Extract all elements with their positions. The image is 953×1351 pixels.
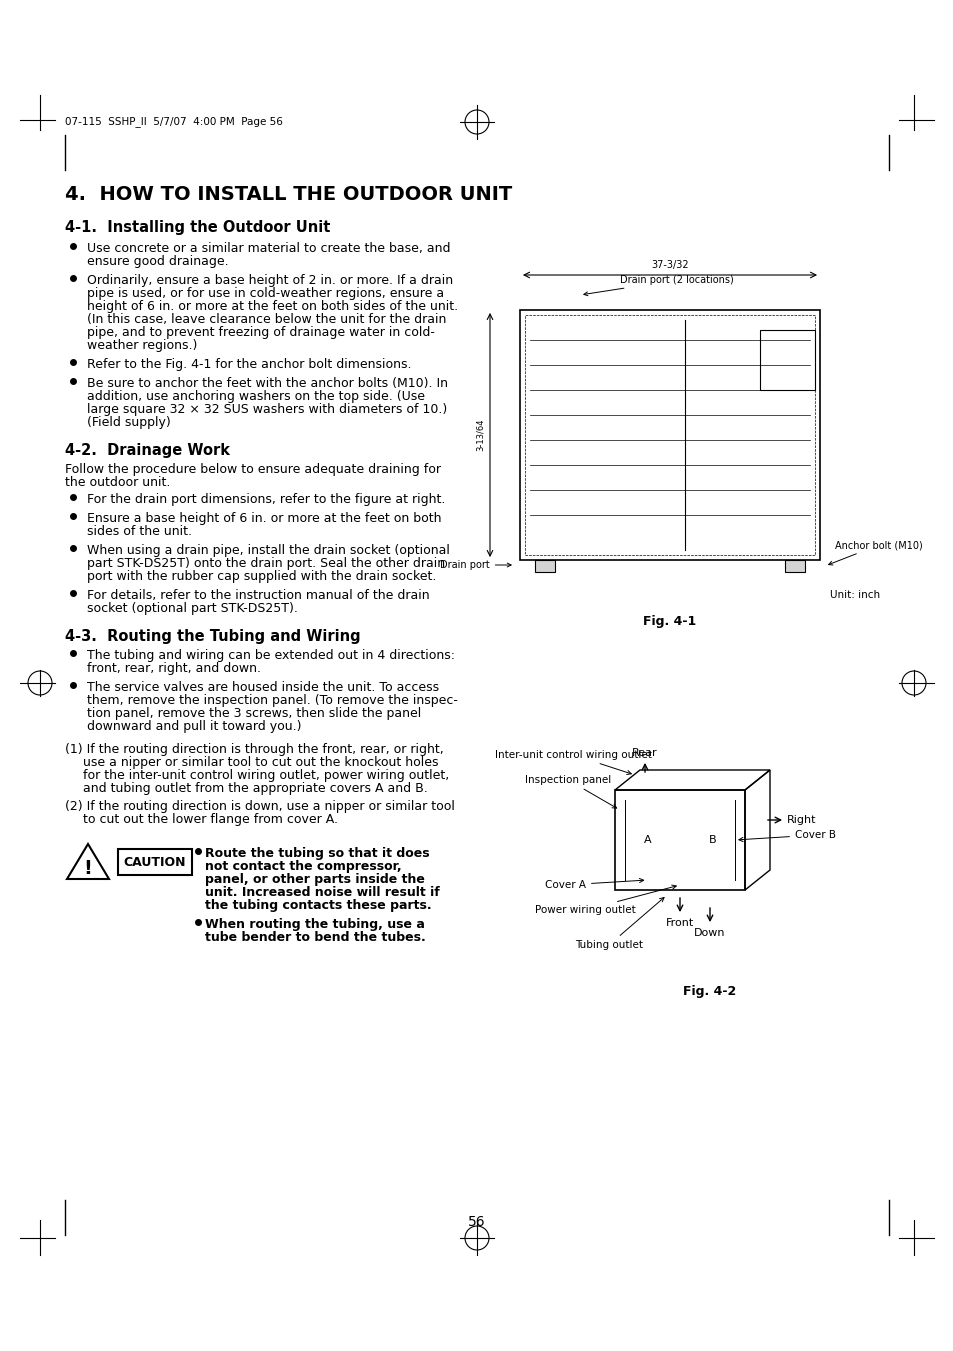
Text: not contact the compressor,: not contact the compressor,	[205, 861, 401, 873]
Bar	[784, 561, 804, 571]
Text: (Field supply): (Field supply)	[87, 416, 171, 430]
Text: Ordinarily, ensure a base height of 2 in. or more. If a drain: Ordinarily, ensure a base height of 2 in…	[87, 274, 453, 286]
Text: 4-3.  Routing the Tubing and Wiring: 4-3. Routing the Tubing and Wiring	[65, 630, 360, 644]
Bar	[760, 330, 814, 390]
Text: 4-2.  Drainage Work: 4-2. Drainage Work	[65, 443, 230, 458]
Text: Tubing outlet: Tubing outlet	[575, 897, 663, 950]
Text: Drain port: Drain port	[439, 561, 511, 570]
Text: The service valves are housed inside the unit. To access: The service valves are housed inside the…	[87, 681, 438, 694]
Text: panel, or other parts inside the: panel, or other parts inside the	[205, 873, 424, 886]
Text: unit. Increased noise will result if: unit. Increased noise will result if	[205, 886, 439, 898]
Text: Anchor bolt (M10): Anchor bolt (M10)	[828, 540, 922, 565]
Text: Fig. 4-2: Fig. 4-2	[682, 985, 736, 998]
Text: front, rear, right, and down.: front, rear, right, and down.	[87, 662, 261, 676]
Text: Front: Front	[665, 917, 694, 928]
Text: sides of the unit.: sides of the unit.	[87, 526, 192, 538]
Text: pipe, and to prevent freezing of drainage water in cold-: pipe, and to prevent freezing of drainag…	[87, 326, 435, 339]
Text: ensure good drainage.: ensure good drainage.	[87, 255, 229, 267]
Text: tion panel, remove the 3 screws, then slide the panel: tion panel, remove the 3 screws, then sl…	[87, 707, 421, 720]
Text: pipe is used, or for use in cold-weather regions, ensure a: pipe is used, or for use in cold-weather…	[87, 286, 444, 300]
Text: Refer to the Fig. 4-1 for the anchor bolt dimensions.: Refer to the Fig. 4-1 for the anchor bol…	[87, 358, 411, 372]
Text: (2) If the routing direction is down, use a nipper or similar tool: (2) If the routing direction is down, us…	[65, 800, 455, 813]
Text: Cover B: Cover B	[738, 830, 835, 842]
Text: Route the tubing so that it does: Route the tubing so that it does	[205, 847, 429, 861]
Text: !: !	[84, 859, 92, 878]
Text: When routing the tubing, use a: When routing the tubing, use a	[205, 917, 424, 931]
Text: Cover A: Cover A	[544, 878, 643, 890]
Text: 56: 56	[468, 1215, 485, 1229]
Text: Inter-unit control wiring outlet: Inter-unit control wiring outlet	[495, 750, 651, 774]
Text: tube bender to bend the tubes.: tube bender to bend the tubes.	[205, 931, 425, 944]
Text: The tubing and wiring can be extended out in 4 directions:: The tubing and wiring can be extended ou…	[87, 648, 455, 662]
Text: For details, refer to the instruction manual of the drain: For details, refer to the instruction ma…	[87, 589, 429, 603]
Text: Down: Down	[694, 928, 725, 938]
Text: 4-1.  Installing the Outdoor Unit: 4-1. Installing the Outdoor Unit	[65, 220, 330, 235]
FancyBboxPatch shape	[118, 848, 192, 875]
Text: socket (optional part STK-DS25T).: socket (optional part STK-DS25T).	[87, 603, 297, 615]
Text: height of 6 in. or more at the feet on both sides of the unit.: height of 6 in. or more at the feet on b…	[87, 300, 457, 313]
Text: Right: Right	[786, 815, 816, 825]
Text: the tubing contacts these parts.: the tubing contacts these parts.	[205, 898, 431, 912]
Text: Be sure to anchor the feet with the anchor bolts (M10). In: Be sure to anchor the feet with the anch…	[87, 377, 448, 390]
Text: weather regions.): weather regions.)	[87, 339, 197, 353]
Text: and tubing outlet from the appropriate covers A and B.: and tubing outlet from the appropriate c…	[83, 782, 427, 794]
Bar	[615, 790, 744, 890]
Text: to cut out the lower flange from cover A.: to cut out the lower flange from cover A…	[83, 813, 337, 825]
Text: Inspection panel: Inspection panel	[524, 775, 616, 808]
Text: them, remove the inspection panel. (To remove the inspec-: them, remove the inspection panel. (To r…	[87, 694, 457, 707]
Text: (1) If the routing direction is through the front, rear, or right,: (1) If the routing direction is through …	[65, 743, 443, 757]
Bar	[535, 561, 555, 571]
Text: Follow the procedure below to ensure adequate draining for: Follow the procedure below to ensure ade…	[65, 463, 440, 476]
Text: When using a drain pipe, install the drain socket (optional: When using a drain pipe, install the dra…	[87, 544, 450, 557]
Text: Fig. 4-1: Fig. 4-1	[642, 615, 696, 628]
Text: part STK-DS25T) onto the drain port. Seal the other drain: part STK-DS25T) onto the drain port. Sea…	[87, 557, 445, 570]
Text: (In this case, leave clearance below the unit for the drain: (In this case, leave clearance below the…	[87, 313, 446, 326]
Text: A: A	[643, 835, 651, 844]
Text: Power wiring outlet: Power wiring outlet	[535, 885, 676, 915]
Bar	[519, 309, 820, 561]
Text: Unit: inch: Unit: inch	[829, 590, 880, 600]
Text: Ensure a base height of 6 in. or more at the feet on both: Ensure a base height of 6 in. or more at…	[87, 512, 441, 526]
Text: for the inter-unit control wiring outlet, power wiring outlet,: for the inter-unit control wiring outlet…	[83, 769, 449, 782]
Text: 07-115  SSHP_II  5/7/07  4:00 PM  Page 56: 07-115 SSHP_II 5/7/07 4:00 PM Page 56	[65, 116, 283, 127]
Text: use a nipper or similar tool to cut out the knockout holes: use a nipper or similar tool to cut out …	[83, 757, 438, 769]
Text: Use concrete or a similar material to create the base, and: Use concrete or a similar material to cr…	[87, 242, 450, 255]
Text: port with the rubber cap supplied with the drain socket.: port with the rubber cap supplied with t…	[87, 570, 436, 584]
Text: addition, use anchoring washers on the top side. (Use: addition, use anchoring washers on the t…	[87, 390, 424, 403]
Text: downward and pull it toward you.): downward and pull it toward you.)	[87, 720, 301, 734]
Bar	[524, 315, 814, 555]
Text: B: B	[708, 835, 716, 844]
Text: Drain port (2 locations): Drain port (2 locations)	[583, 276, 733, 296]
Text: 3-13/64: 3-13/64	[476, 419, 484, 451]
Text: large square 32 × 32 SUS washers with diameters of 10.): large square 32 × 32 SUS washers with di…	[87, 403, 447, 416]
Text: For the drain port dimensions, refer to the figure at right.: For the drain port dimensions, refer to …	[87, 493, 445, 507]
Text: Rear: Rear	[632, 748, 658, 758]
Text: the outdoor unit.: the outdoor unit.	[65, 476, 171, 489]
Text: CAUTION: CAUTION	[124, 855, 186, 869]
Text: 37-3/32: 37-3/32	[651, 259, 688, 270]
Text: 4.  HOW TO INSTALL THE OUTDOOR UNIT: 4. HOW TO INSTALL THE OUTDOOR UNIT	[65, 185, 512, 204]
